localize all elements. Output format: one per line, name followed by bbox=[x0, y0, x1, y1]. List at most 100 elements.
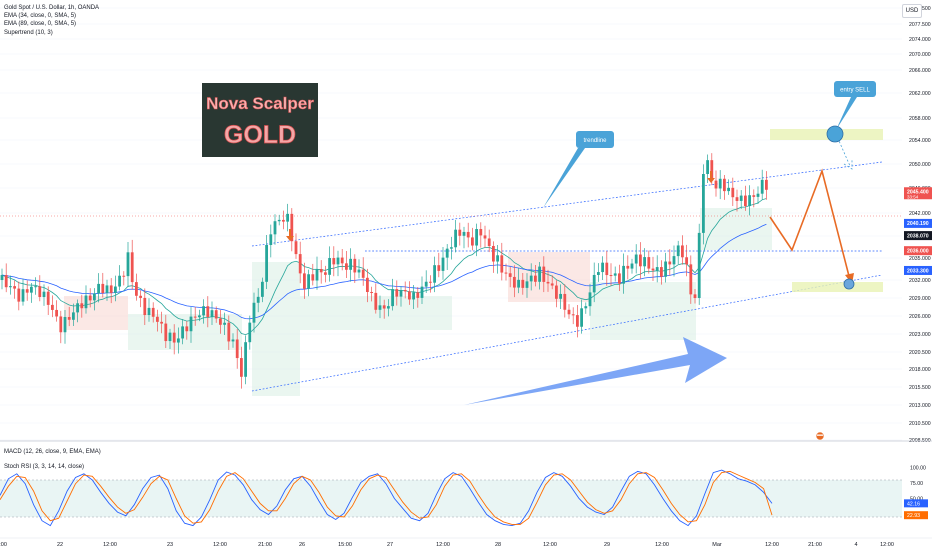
candle-body bbox=[613, 273, 617, 276]
price-tick-label: 2026.000 bbox=[909, 314, 931, 320]
candle-body bbox=[756, 193, 760, 197]
stoch-value-label: 22.93 bbox=[907, 513, 920, 519]
main-legend: Gold Spot / U.S. Dollar, 1h, OANDA EMA (… bbox=[4, 4, 99, 37]
candle-body bbox=[118, 275, 121, 287]
candle-body bbox=[538, 266, 541, 282]
ema89-line bbox=[1, 223, 767, 320]
candle-body bbox=[303, 273, 306, 289]
candle-body bbox=[235, 339, 239, 359]
candle-body bbox=[546, 281, 550, 284]
candle-body bbox=[563, 293, 567, 310]
candle-body bbox=[76, 303, 79, 313]
price-tick-label: 2058.000 bbox=[909, 116, 931, 122]
candle-body bbox=[147, 307, 151, 316]
entry-point-marker[interactable] bbox=[826, 125, 844, 143]
candle-body bbox=[496, 255, 499, 262]
time-tick-label: 27 bbox=[387, 542, 393, 548]
stoch-d-line bbox=[0, 470, 773, 525]
candle-body bbox=[319, 269, 323, 273]
time-tick-label: 12:00 bbox=[880, 542, 894, 548]
candle-body bbox=[559, 293, 562, 299]
stoch-value-label-bg bbox=[904, 511, 928, 520]
time-tick-label: 12:00 bbox=[543, 542, 557, 548]
price-tick-label: 2066.000 bbox=[909, 68, 931, 74]
candle-body bbox=[164, 323, 168, 342]
price-tick-label: 2077.500 bbox=[909, 22, 931, 28]
candle-body bbox=[105, 285, 109, 294]
candle-body bbox=[214, 310, 218, 319]
candle-body bbox=[143, 297, 147, 316]
candle-body bbox=[151, 307, 155, 317]
candle-body bbox=[685, 257, 688, 265]
ema-short-price-label-bg bbox=[904, 218, 932, 228]
candle-body bbox=[634, 254, 638, 264]
candle-body bbox=[681, 245, 684, 258]
price-tick-label: 2029.000 bbox=[909, 296, 931, 302]
candle-body bbox=[525, 281, 529, 288]
candle-body bbox=[4, 275, 8, 288]
candle-body bbox=[550, 283, 554, 286]
candle-body bbox=[445, 248, 449, 258]
last-price-label-bg bbox=[904, 187, 932, 200]
candle-body bbox=[156, 316, 159, 322]
candle-body bbox=[706, 160, 709, 174]
candle-body bbox=[487, 238, 491, 246]
time-axis[interactable]: 12:00 22 12:00 23 12:00 21:00 26 15:00 27 12:00 28… bbox=[0, 542, 894, 548]
currency-badge[interactable]: USD bbox=[902, 4, 922, 18]
price-tick-label: 2062.000 bbox=[909, 91, 931, 97]
candle-body bbox=[17, 288, 21, 302]
candle-body bbox=[727, 187, 730, 192]
candle-body bbox=[462, 231, 466, 236]
candle-body bbox=[723, 178, 726, 192]
candle-body bbox=[521, 279, 525, 288]
candle-body bbox=[597, 272, 600, 275]
price-tick-label: 2023.000 bbox=[909, 332, 931, 338]
logo-subtitle: GOLD bbox=[224, 121, 296, 149]
candle-body bbox=[471, 237, 474, 246]
flag-icon[interactable] bbox=[815, 431, 825, 441]
candle-body bbox=[584, 306, 588, 309]
candle-body bbox=[72, 312, 75, 320]
signal-arrow-1 bbox=[286, 229, 294, 241]
candle-body bbox=[630, 263, 634, 269]
candle-body bbox=[475, 229, 478, 246]
price-tick-label: 2074.000 bbox=[909, 37, 931, 43]
candle-body bbox=[739, 195, 743, 201]
trendline-callout[interactable]: trendline bbox=[543, 131, 614, 208]
candle-body bbox=[668, 261, 672, 265]
time-tick-label: 29 bbox=[604, 542, 610, 548]
supertrend-up-band bbox=[700, 208, 772, 250]
candle-body bbox=[63, 316, 67, 333]
candle-body bbox=[580, 308, 583, 327]
candle-body bbox=[382, 305, 386, 309]
projection-dashed-arrowhead bbox=[843, 160, 853, 170]
time-tick-label: 12:00 bbox=[765, 542, 779, 548]
candle-body bbox=[576, 315, 579, 327]
candle-body bbox=[193, 316, 197, 318]
price-tick-label: 2018.000 bbox=[909, 367, 931, 373]
candle-body bbox=[718, 178, 722, 189]
ema-mid-price-label: 2036.000 bbox=[907, 248, 929, 254]
candle-body bbox=[555, 285, 558, 299]
candle-body bbox=[353, 258, 357, 273]
candle-body bbox=[672, 256, 676, 265]
candle-body bbox=[689, 264, 693, 295]
level-price-label-bg bbox=[904, 231, 932, 241]
supertrend-up-band bbox=[128, 314, 242, 350]
stoch-value-label-bg bbox=[904, 499, 928, 508]
target-point-marker[interactable] bbox=[843, 278, 855, 290]
candle-body bbox=[592, 274, 596, 293]
candle-body bbox=[13, 286, 16, 289]
candle-body bbox=[206, 306, 210, 318]
candle-body bbox=[198, 315, 201, 318]
candle-body bbox=[114, 286, 117, 293]
candle-body bbox=[517, 279, 520, 288]
candle-body bbox=[46, 291, 50, 305]
candle-body bbox=[693, 294, 697, 299]
candle-body bbox=[395, 289, 399, 297]
supertrend-legend: Supertrend (10, 3) bbox=[4, 29, 53, 36]
entry-sell-callout[interactable]: entry SELL bbox=[834, 81, 876, 130]
candle-body bbox=[122, 275, 126, 277]
